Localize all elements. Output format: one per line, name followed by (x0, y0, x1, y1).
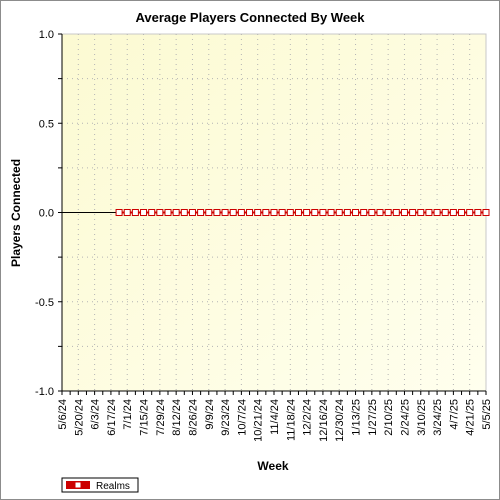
data-point (474, 209, 482, 216)
data-point (140, 209, 148, 216)
data-point (327, 209, 335, 216)
data-point (376, 209, 384, 216)
y-tick-label: 0.0 (39, 208, 54, 220)
data-point (172, 209, 180, 216)
y-axis: 1.0 0.5 0.0 -0.5 -1.0 (35, 29, 63, 398)
x-tick-label: 2/10/25 (383, 399, 395, 436)
data-point (352, 209, 360, 216)
x-tick-label: 8/26/24 (187, 399, 199, 436)
x-tick-label: 5/6/24 (57, 399, 69, 430)
x-axis-label: Week (257, 459, 288, 473)
data-point (156, 209, 164, 216)
data-point (360, 209, 368, 216)
x-tick-label: 2/24/25 (399, 399, 411, 436)
x-tick-label: 11/4/24 (269, 399, 281, 435)
data-point (409, 209, 417, 216)
x-tick-label: 7/15/24 (139, 399, 151, 436)
data-point (425, 209, 433, 216)
data-point (466, 209, 474, 216)
x-tick-label: 3/10/25 (416, 399, 428, 436)
y-axis-label: Players Connected (9, 159, 23, 267)
data-point (319, 209, 327, 216)
x-tick-label: 1/13/25 (351, 399, 363, 436)
data-point (303, 209, 311, 216)
x-tick-label: 5/5/25 (481, 399, 493, 430)
data-point (246, 209, 254, 216)
data-point (270, 209, 278, 216)
data-point (164, 209, 172, 216)
x-tick-label: 5/20/24 (73, 399, 85, 436)
legend-label-realms: Realms (96, 481, 130, 492)
data-point (229, 209, 237, 216)
y-tick-label: 1.0 (39, 29, 54, 41)
y-tick-label: -0.5 (35, 297, 54, 309)
x-tick-label: 12/16/24 (318, 399, 330, 442)
x-tick-label: 6/17/24 (106, 399, 118, 436)
data-point (449, 209, 457, 216)
y-tick-label: 0.5 (39, 118, 54, 130)
data-point (262, 209, 270, 216)
x-tick-label: 9/9/24 (204, 399, 216, 430)
x-tick-label: 8/12/24 (171, 399, 183, 436)
data-point (335, 209, 343, 216)
data-point (278, 209, 286, 216)
data-point (115, 209, 123, 216)
data-point (221, 209, 229, 216)
data-point (311, 209, 319, 216)
data-point (458, 209, 466, 216)
data-point (368, 209, 376, 216)
y-tick-label: -1.0 (35, 386, 54, 398)
data-point (254, 209, 262, 216)
data-point (384, 209, 392, 216)
data-point (343, 209, 351, 216)
data-point (433, 209, 441, 216)
x-tick-label: 1/27/25 (367, 399, 379, 436)
x-tick-label: 6/3/24 (90, 399, 102, 430)
x-tick-label: 12/30/24 (334, 399, 346, 442)
series-realms (115, 209, 490, 216)
x-tick-label: 10/21/24 (253, 399, 265, 442)
x-tick-label: 3/24/25 (432, 399, 444, 436)
data-point (205, 209, 213, 216)
chart-title: Average Players Connected By Week (135, 10, 365, 25)
x-tick-label: 12/2/24 (302, 399, 314, 436)
data-point (482, 209, 490, 216)
legend-marker (74, 481, 82, 489)
data-point (131, 209, 139, 216)
data-point (180, 209, 188, 216)
data-point (148, 209, 156, 216)
data-point (237, 209, 245, 216)
x-tick-label: 10/7/24 (236, 399, 248, 436)
data-point (188, 209, 196, 216)
data-point (286, 209, 294, 216)
data-point (417, 209, 425, 216)
legend: Realms (61, 477, 139, 493)
x-axis: 5/6/24 5/20/24 6/3/24 6/17/24 7/1/24 7/15/24 7… (57, 390, 493, 442)
data-point (197, 209, 205, 216)
data-point (213, 209, 221, 216)
x-tick-label: 7/29/24 (155, 399, 167, 436)
data-point (294, 209, 302, 216)
x-tick-label: 4/7/25 (448, 399, 460, 430)
data-point (400, 209, 408, 216)
x-tick-label: 7/1/24 (122, 399, 134, 430)
data-point (441, 209, 449, 216)
x-tick-label: 4/21/25 (465, 399, 477, 436)
x-tick-label: 11/18/24 (285, 399, 297, 441)
data-point (123, 209, 131, 216)
data-point (392, 209, 400, 216)
x-tick-label: 9/23/24 (220, 399, 232, 436)
